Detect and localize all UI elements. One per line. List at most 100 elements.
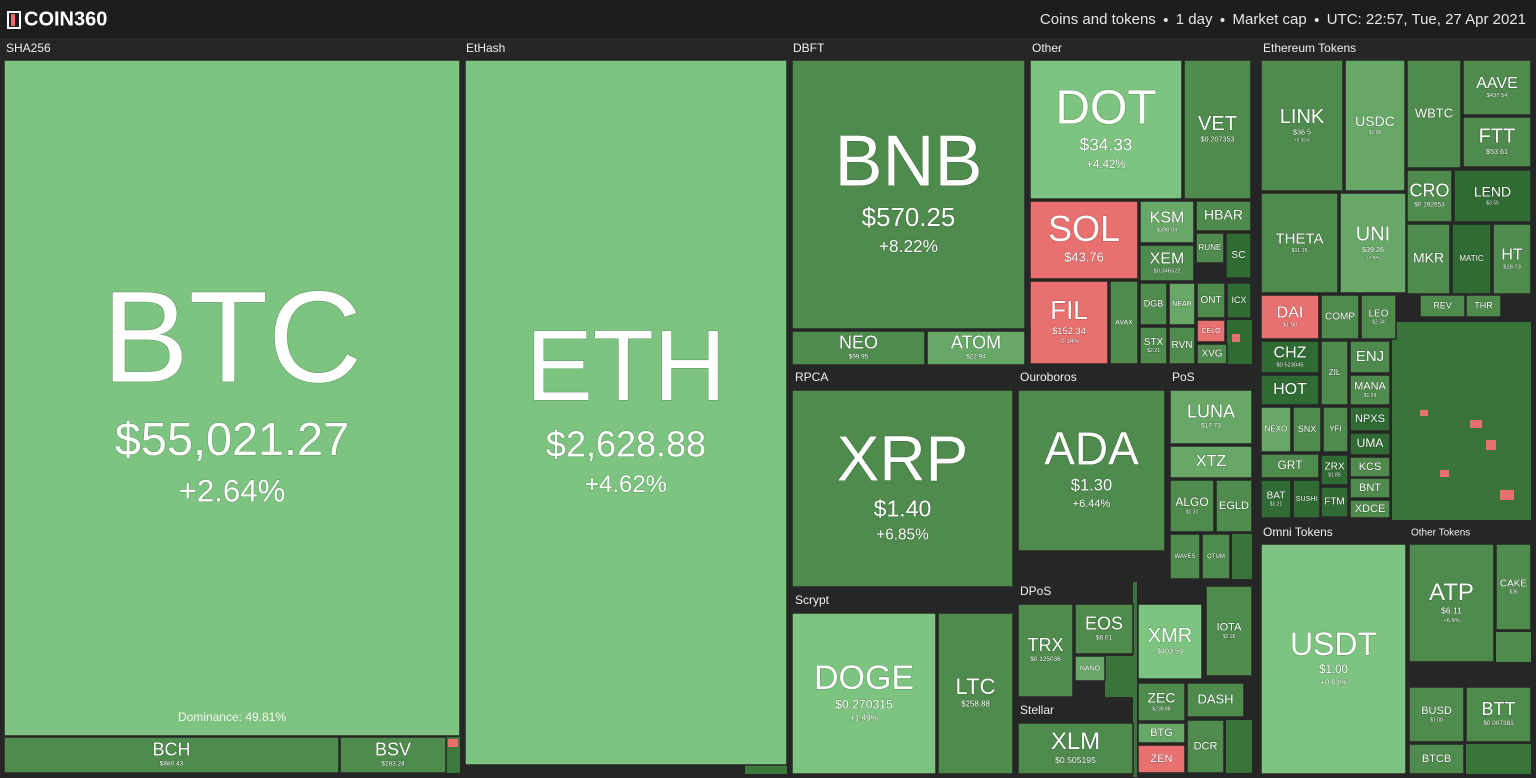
coin-tile[interactable]: BTG bbox=[1137, 722, 1186, 744]
header-item[interactable]: Market cap bbox=[1233, 11, 1307, 28]
coin-tile[interactable]: DGB bbox=[1139, 282, 1168, 326]
coin-tile[interactable]: HOT bbox=[1260, 374, 1320, 406]
coin-tile[interactable]: ZEN bbox=[1137, 744, 1186, 774]
coin-tile[interactable]: BCH$880.43 bbox=[3, 736, 340, 774]
header-item[interactable]: 1 day bbox=[1176, 11, 1213, 28]
coin-tile[interactable]: ZEC$239.88 bbox=[1137, 682, 1186, 722]
coin-tile[interactable]: ZIL bbox=[1320, 340, 1349, 406]
coin-tile[interactable]: QTUM bbox=[1201, 533, 1231, 580]
coin-tile[interactable]: NEO$99.95 bbox=[791, 330, 926, 366]
coin-tile[interactable]: BTCB bbox=[1408, 743, 1465, 775]
coin-symbol: NPXS bbox=[1355, 413, 1385, 425]
coin-tile[interactable]: ENJ bbox=[1349, 340, 1391, 374]
coin-tile[interactable]: BSV$283.24 bbox=[339, 736, 447, 774]
coin-tile[interactable]: HT $18.73 bbox=[1492, 223, 1532, 295]
coin-tile[interactable]: ALGO$1.31 bbox=[1169, 479, 1215, 533]
coin-tile[interactable]: BUSD$1.00 bbox=[1408, 686, 1465, 743]
coin-tile[interactable]: CRO$0.192653 bbox=[1406, 169, 1453, 223]
coin-tile[interactable]: XMR$403.59 bbox=[1137, 603, 1203, 680]
coin-tile[interactable]: EGLD bbox=[1215, 479, 1253, 533]
coin-tile[interactable]: LTC$258.88 bbox=[937, 612, 1014, 775]
coin-tile[interactable]: MANA$1.29 bbox=[1349, 374, 1391, 406]
coin-tile[interactable]: XVG bbox=[1196, 343, 1228, 365]
coin-tile[interactable]: SUSHI bbox=[1292, 479, 1321, 519]
coin-tile[interactable]: DAI $1.00 bbox=[1260, 294, 1320, 340]
coin-tile[interactable]: NPXS bbox=[1349, 406, 1391, 432]
coin-tile[interactable]: THETA$11.15 bbox=[1260, 192, 1339, 294]
coin-tile[interactable]: BNT bbox=[1349, 477, 1391, 499]
tile-background bbox=[3, 59, 461, 737]
coin-symbol: EOS bbox=[1085, 614, 1123, 634]
tile-background bbox=[1168, 282, 1196, 326]
coin-tile[interactable]: LEND$3.55 bbox=[1453, 169, 1532, 223]
coin-tile[interactable]: RVN bbox=[1168, 326, 1196, 365]
coin-tile[interactable]: UNI$39.26+2.9% bbox=[1339, 192, 1407, 294]
coin-tile[interactable]: KSM $398.04 bbox=[1139, 200, 1195, 244]
coin-tile[interactable]: REV bbox=[1419, 294, 1466, 318]
coin-tile[interactable]: DOT$34.33 +4.42% bbox=[1029, 59, 1183, 200]
coin-tile[interactable]: FIL$152.34 -0.14% bbox=[1029, 280, 1109, 365]
coin-tile[interactable]: SOL$43.76 bbox=[1029, 200, 1139, 280]
coin-tile[interactable]: XTZ bbox=[1169, 445, 1253, 479]
coin-tile[interactable]: LINK$36.5+6.35% bbox=[1260, 59, 1344, 192]
coin-tile[interactable]: AVAX bbox=[1109, 280, 1139, 365]
coin-tile[interactable]: FTM bbox=[1320, 486, 1349, 518]
coin-tile[interactable]: XDCE bbox=[1349, 499, 1391, 519]
coin-tile[interactable]: BTT$0.007381 bbox=[1465, 686, 1532, 743]
coin-tile[interactable]: YFI bbox=[1322, 406, 1349, 453]
coin-tile[interactable]: WBTC bbox=[1406, 59, 1462, 169]
coin-tile[interactable]: FTT$53.61 bbox=[1462, 116, 1532, 168]
coin-tile[interactable]: TRX$0.125036 bbox=[1017, 603, 1074, 698]
coin-tile[interactable]: MKR bbox=[1406, 223, 1451, 295]
coin-tile[interactable]: DASH bbox=[1186, 682, 1245, 718]
coin-tile[interactable]: WAVES bbox=[1169, 533, 1201, 580]
coin-tile[interactable]: NEXO bbox=[1260, 406, 1292, 453]
coin-tile[interactable]: KCS bbox=[1349, 456, 1391, 478]
coin-tile[interactable]: XRP$1.40 +6.85% bbox=[791, 389, 1014, 588]
header-item[interactable]: Coins and tokens bbox=[1040, 11, 1156, 28]
coin-tile[interactable]: LEO$2.34 bbox=[1360, 294, 1397, 340]
coin-tile[interactable]: RUNE bbox=[1195, 232, 1225, 264]
coin-tile[interactable]: ONT bbox=[1196, 282, 1226, 319]
coin-tile[interactable]: ETH$2,628.88 +4.62% bbox=[464, 59, 788, 766]
header-item[interactable]: UTC: 22:57, Tue, 27 Apr 2021 bbox=[1327, 11, 1526, 28]
coin-price: $0.523045 bbox=[1276, 363, 1303, 369]
coin-tile[interactable]: LUNA$17.73 bbox=[1169, 389, 1253, 445]
coin-tile[interactable]: ICX bbox=[1226, 282, 1252, 319]
coin-tile[interactable]: ATP$6.11 +6.9% bbox=[1408, 543, 1495, 663]
coin-tile[interactable]: AAVE$437.54 bbox=[1462, 59, 1532, 116]
coin-tile[interactable]: DOGE$0.270315 +1.49% bbox=[791, 612, 937, 775]
coin-tile[interactable]: CHZ $0.523045 bbox=[1260, 340, 1320, 374]
coin-tile[interactable]: XEM $0.346522 bbox=[1139, 244, 1195, 282]
coin-tile[interactable]: UMA bbox=[1349, 432, 1391, 456]
coin-tile[interactable]: MATIC bbox=[1451, 223, 1492, 295]
coin-tile[interactable]: EOS$6.01 bbox=[1074, 603, 1134, 655]
coin-tile[interactable]: ZRX$1.85 bbox=[1320, 454, 1349, 486]
coin-tile[interactable]: SC bbox=[1225, 232, 1252, 279]
logo-icon bbox=[7, 11, 21, 29]
coin-tile[interactable]: BNB $570.25 +8.22% bbox=[791, 59, 1026, 330]
coin-tile[interactable]: USDT $1.00 +0.03% bbox=[1260, 543, 1407, 775]
coin-tile[interactable]: XLM$0.505195 bbox=[1017, 722, 1134, 775]
coin-tile[interactable]: ATOM$22.94 bbox=[926, 330, 1026, 366]
coin-tile[interactable]: HBAR bbox=[1195, 200, 1252, 232]
coin-tile[interactable]: GRT bbox=[1260, 453, 1320, 479]
tile-background bbox=[1406, 223, 1451, 295]
coin-tile[interactable]: CAKE$36 bbox=[1495, 543, 1532, 631]
coin-tile[interactable]: THR bbox=[1465, 294, 1502, 318]
coin-tile[interactable]: BTC$55,021.27 +2.64% bbox=[3, 59, 461, 737]
coin-tile[interactable]: NANO bbox=[1074, 655, 1106, 682]
coin-tile[interactable]: BAT$1.21 bbox=[1260, 479, 1292, 519]
coin-tile[interactable]: VET$0.207353 bbox=[1183, 59, 1252, 200]
coin-tile[interactable]: COMP bbox=[1320, 294, 1360, 340]
coin-tile[interactable]: STX$2.21 bbox=[1139, 326, 1168, 365]
coin-tile[interactable]: DCR bbox=[1186, 719, 1225, 774]
coin-tile[interactable]: USDC$1.00 bbox=[1344, 59, 1406, 192]
coin-tile[interactable]: ADA$1.30 +6.44% bbox=[1017, 389, 1166, 552]
coin-tile[interactable]: IOTA$2.18 bbox=[1205, 585, 1253, 677]
logo[interactable]: COIN360 bbox=[7, 8, 107, 30]
coin-tile[interactable]: SNX bbox=[1292, 406, 1322, 453]
coin-tile[interactable]: NEAR bbox=[1168, 282, 1196, 326]
coin-tile[interactable]: CELO bbox=[1196, 319, 1226, 343]
coin-symbol: IOTA bbox=[1217, 622, 1243, 634]
